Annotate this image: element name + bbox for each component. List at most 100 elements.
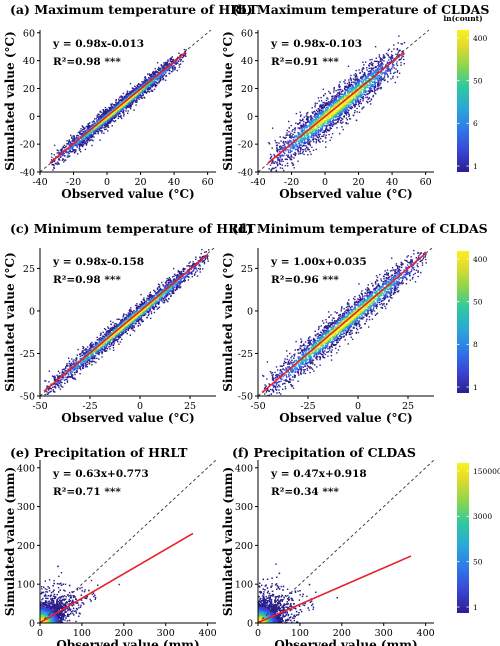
density-point <box>329 114 332 116</box>
density-point <box>317 122 320 125</box>
density-point <box>361 88 363 91</box>
density-point <box>325 103 327 105</box>
density-point <box>366 100 368 103</box>
density-point <box>177 60 180 63</box>
density-point <box>83 128 85 130</box>
density-point <box>340 93 343 95</box>
density-point <box>93 129 96 131</box>
x-tick-label: 0 <box>104 177 110 188</box>
density-point <box>184 54 187 56</box>
density-point <box>93 136 95 138</box>
density-point <box>99 118 102 120</box>
density-point <box>167 69 170 71</box>
density-point <box>163 74 166 76</box>
density-point <box>105 111 108 114</box>
density-point <box>81 141 83 143</box>
density-point <box>129 99 131 102</box>
density-point <box>384 73 386 75</box>
density-point <box>343 106 346 108</box>
density-point <box>128 94 130 96</box>
density-point <box>352 81 355 83</box>
panels-layer: (a) Maximum temperature of HRLT-40 -20 0 20… <box>3 2 489 646</box>
density-point <box>58 151 60 154</box>
density-point <box>121 97 124 99</box>
density-point <box>359 72 361 74</box>
density-point <box>347 105 349 107</box>
density-point <box>152 73 154 76</box>
density-point <box>403 41 406 44</box>
density-point <box>331 107 334 109</box>
density-point <box>135 94 137 96</box>
density-point <box>333 123 335 126</box>
density-point <box>307 119 309 121</box>
density-point <box>115 100 117 102</box>
density-point <box>383 79 385 82</box>
density-point <box>338 101 340 104</box>
density-point <box>118 100 120 102</box>
density-point <box>73 149 75 151</box>
density-point <box>348 106 350 108</box>
density-point <box>338 85 340 87</box>
density-point <box>148 73 150 75</box>
density-point <box>320 130 322 133</box>
density-point <box>150 83 152 85</box>
density-point <box>342 118 344 120</box>
density-point <box>327 106 329 109</box>
density-point <box>91 124 93 126</box>
density-point <box>354 83 357 86</box>
density-point <box>325 110 328 113</box>
density-point <box>377 85 379 88</box>
density-point <box>308 149 310 151</box>
density-point <box>360 81 363 83</box>
density-point <box>121 95 123 98</box>
density-point <box>376 71 378 73</box>
density-point <box>152 71 155 73</box>
density-point <box>312 112 314 114</box>
density-point <box>143 82 145 84</box>
density-point <box>69 155 71 157</box>
density-point <box>372 69 374 72</box>
density-point <box>159 80 161 82</box>
density-point <box>313 119 315 121</box>
density-point <box>352 96 354 98</box>
density-point <box>162 68 164 70</box>
density-point <box>97 113 99 115</box>
density-point <box>373 87 375 90</box>
density-point <box>314 106 316 108</box>
density-point <box>92 139 94 142</box>
density-point <box>358 102 361 104</box>
density-point <box>353 112 356 114</box>
density-point <box>63 158 65 161</box>
density-point <box>310 128 312 130</box>
density-point <box>99 116 101 119</box>
density-point <box>374 79 376 81</box>
density-point <box>316 121 318 123</box>
density-point <box>315 117 317 119</box>
density-point <box>145 77 147 79</box>
density-point <box>374 76 376 78</box>
density-point <box>104 128 106 131</box>
density-point <box>387 75 389 77</box>
density-point <box>396 55 399 57</box>
density-point <box>109 115 111 118</box>
density-point <box>375 66 377 68</box>
density-point <box>321 123 323 125</box>
density-point <box>125 110 127 112</box>
density-point <box>290 140 292 142</box>
density-point <box>115 104 117 106</box>
density-point <box>182 56 184 59</box>
density-point <box>360 76 362 79</box>
density-point <box>53 144 56 147</box>
density-point <box>353 78 355 81</box>
density-point <box>73 137 75 139</box>
density-point <box>123 106 125 109</box>
density-point <box>368 97 370 99</box>
density-point <box>312 120 314 122</box>
density-point <box>388 70 390 72</box>
density-point <box>86 141 89 143</box>
density-point <box>162 76 164 78</box>
density-point <box>305 124 307 127</box>
density-point <box>313 114 316 116</box>
density-point <box>136 98 138 101</box>
density-point <box>386 70 388 72</box>
